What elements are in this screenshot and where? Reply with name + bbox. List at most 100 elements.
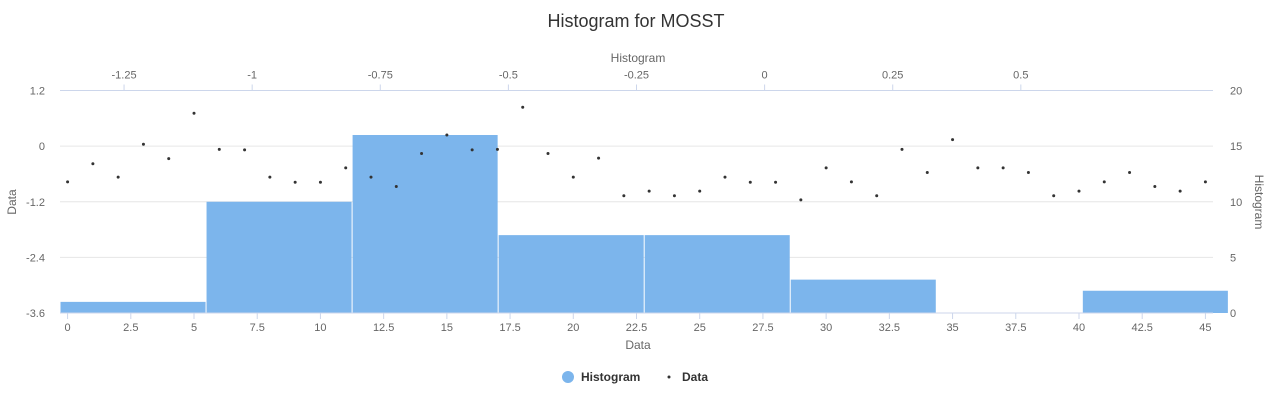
x-bottom-tick-label: 12.5 [373,322,394,334]
x-axis-bottom-ticks: 0 2.5 5 7.5 10 12.5 15 17.5 20 22.5 25 27.5 30 32.5 35… [65,313,1212,334]
x-bottom-tick-label: 45 [1199,322,1211,334]
y-right-tick-label: 5 [1230,252,1236,264]
x-top-tick-label: 0 [762,70,768,82]
y-left-tick-label: -2.4 [26,252,45,264]
x-top-tick-label: -1.25 [112,70,137,82]
data-point[interactable] [495,147,499,151]
y-left-tick-label: 1.2 [30,86,45,98]
data-point[interactable] [1128,171,1132,175]
legend-item-data[interactable]: Data [667,370,709,384]
y-left-tick-label: -3.6 [26,308,45,320]
data-point[interactable] [824,166,828,170]
data-point[interactable] [799,198,803,202]
x-bottom-tick-label: 37.5 [1005,322,1026,334]
histogram-bar[interactable] [60,301,206,313]
x-axis-bottom-title: Data [625,338,651,352]
y-axis-left-title: Data [5,189,19,215]
data-point[interactable] [318,180,322,184]
histogram-bar[interactable] [644,235,790,313]
data-point[interactable] [1178,189,1182,193]
data-point[interactable] [748,180,752,184]
x-top-tick-label: 0.5 [1013,70,1028,82]
histogram-bar[interactable] [206,201,352,313]
x-top-tick-label: 0.25 [882,70,903,82]
data-point[interactable] [900,147,904,151]
x-bottom-tick-label: 40 [1073,322,1085,334]
data-point[interactable] [571,175,575,179]
data-point[interactable] [1102,180,1106,184]
data-point[interactable] [420,152,424,156]
x-bottom-tick-label: 25 [694,322,706,334]
y-axis-left-ticks: -3.6 -2.4 -1.2 0 1.2 [26,86,45,321]
legend-data-swatch [667,375,671,379]
histogram-bars [60,135,1228,313]
x-bottom-tick-label: 27.5 [752,322,773,334]
histogram-bar[interactable] [790,279,936,313]
x-bottom-tick-label: 5 [191,322,197,334]
data-point[interactable] [723,175,727,179]
x-bottom-tick-label: 17.5 [499,322,520,334]
data-point[interactable] [622,194,626,198]
x-bottom-tick-label: 42.5 [1131,322,1152,334]
histogram-bar[interactable] [1082,290,1228,313]
data-point[interactable] [647,189,651,193]
x-bottom-tick-label: 22.5 [626,322,647,334]
data-point[interactable] [951,138,955,142]
data-point[interactable] [470,148,474,152]
data-point[interactable] [672,194,676,198]
data-point[interactable] [546,152,550,156]
data-point[interactable] [1001,166,1005,170]
data-point[interactable] [925,171,929,175]
x-bottom-tick-label: 35 [946,322,958,334]
data-point[interactable] [698,189,702,193]
data-point[interactable] [268,175,272,179]
x-top-tick-label: -0.25 [624,70,649,82]
y-right-tick-label: 0 [1230,308,1236,320]
data-point[interactable] [1052,194,1056,198]
x-bottom-tick-label: 15 [441,322,453,334]
data-point[interactable] [976,166,980,170]
legend-data-label: Data [682,370,708,384]
data-point[interactable] [141,142,145,146]
x-bottom-tick-label: 32.5 [879,322,900,334]
data-point[interactable] [394,184,398,188]
data-point[interactable] [167,157,171,161]
y-left-tick-label: 0 [39,141,45,153]
x-bottom-tick-label: 2.5 [123,322,138,334]
data-point[interactable] [66,180,70,184]
data-point[interactable] [243,148,247,152]
data-point[interactable] [849,180,853,184]
data-point[interactable] [116,175,120,179]
x-axis-top-title: Histogram [611,51,666,65]
legend-histogram-swatch [562,371,574,383]
data-point[interactable] [445,133,449,137]
data-point[interactable] [369,175,373,179]
data-point[interactable] [774,180,778,184]
x-axis-top-ticks: -1.25 -1 -0.75 -0.5 -0.25 0 0.25 0.5 [112,70,1028,91]
data-point[interactable] [875,194,879,198]
y-axis-right-title: Histogram [1252,175,1266,230]
data-point[interactable] [91,162,95,166]
legend-item-histogram[interactable]: Histogram [562,370,640,384]
x-bottom-tick-label: 0 [65,322,71,334]
histogram-bar[interactable] [498,235,644,313]
x-top-tick-label: -1 [247,70,257,82]
data-point[interactable] [1026,171,1030,175]
x-bottom-tick-label: 10 [314,322,326,334]
y-right-tick-label: 15 [1230,141,1242,153]
data-point[interactable] [293,180,297,184]
data-point[interactable] [1077,189,1081,193]
histogram-bar[interactable] [352,135,498,313]
data-point[interactable] [1153,184,1157,188]
data-point[interactable] [192,111,196,115]
x-top-tick-label: -0.75 [368,70,393,82]
y-right-tick-label: 20 [1230,86,1242,98]
data-point[interactable] [521,105,525,109]
data-point[interactable] [1203,180,1207,184]
data-point[interactable] [217,147,221,151]
data-point[interactable] [597,156,601,160]
data-point[interactable] [344,166,348,170]
legend-histogram-label: Histogram [581,370,640,384]
legend: Histogram Data [562,370,708,384]
x-top-tick-label: -0.5 [499,70,518,82]
